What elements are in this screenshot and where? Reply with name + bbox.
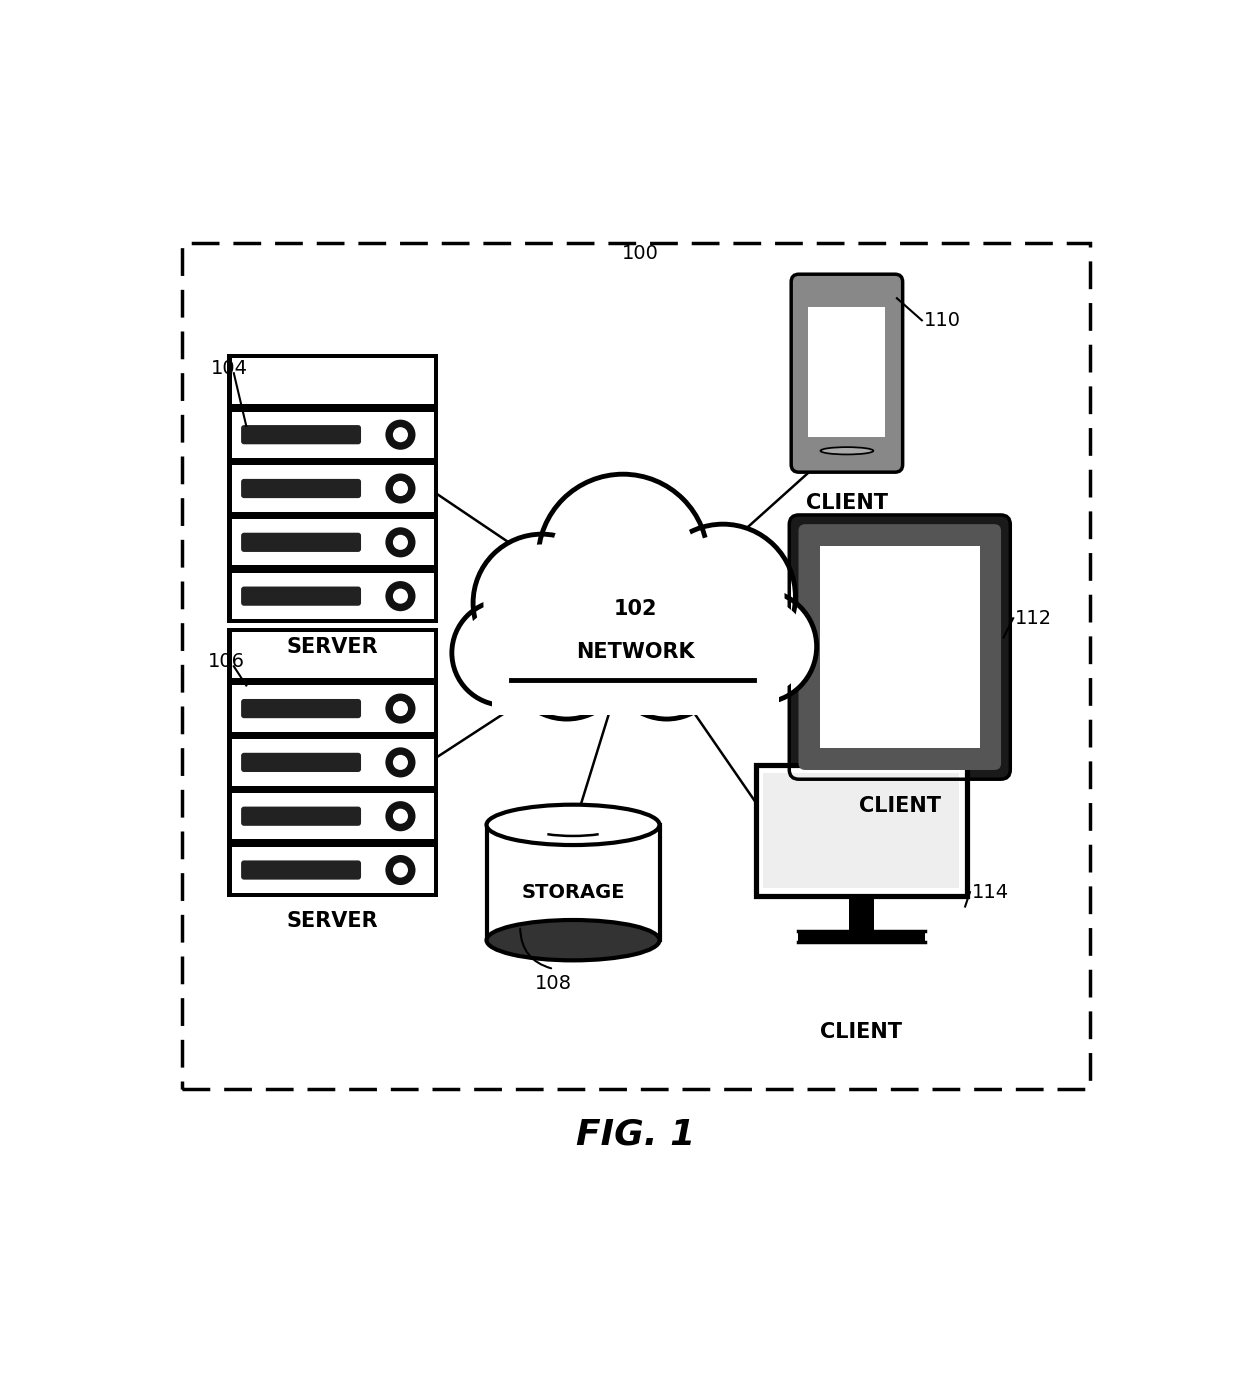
Text: SERVER: SERVER — [286, 912, 378, 931]
Text: 102: 102 — [614, 599, 657, 618]
Text: NETWORK: NETWORK — [577, 642, 694, 663]
Text: 108: 108 — [534, 974, 572, 992]
Text: 100: 100 — [622, 244, 658, 263]
Circle shape — [393, 862, 408, 877]
Text: 104: 104 — [211, 359, 248, 378]
Bar — [755, 765, 967, 895]
Bar — [486, 825, 660, 940]
Bar — [232, 632, 434, 678]
FancyBboxPatch shape — [241, 861, 361, 880]
Bar — [808, 308, 885, 437]
Circle shape — [393, 701, 408, 717]
Circle shape — [538, 474, 708, 644]
Text: CLIENT: CLIENT — [806, 493, 888, 513]
Circle shape — [553, 546, 681, 672]
Ellipse shape — [821, 448, 873, 455]
Circle shape — [542, 534, 692, 685]
Bar — [797, 930, 925, 942]
Circle shape — [386, 801, 415, 832]
Circle shape — [451, 600, 557, 705]
Circle shape — [551, 486, 696, 632]
Circle shape — [704, 590, 817, 703]
Circle shape — [393, 808, 408, 823]
Text: 110: 110 — [924, 310, 961, 330]
Circle shape — [661, 535, 785, 658]
Bar — [232, 739, 434, 786]
Bar — [227, 628, 439, 897]
Circle shape — [393, 535, 408, 550]
Circle shape — [393, 589, 408, 604]
FancyBboxPatch shape — [241, 753, 361, 772]
Bar — [820, 546, 980, 748]
Text: 112: 112 — [1016, 608, 1053, 628]
Circle shape — [386, 581, 415, 611]
Circle shape — [619, 615, 714, 711]
Circle shape — [516, 608, 618, 710]
Bar — [232, 466, 434, 511]
FancyBboxPatch shape — [789, 516, 1011, 779]
Bar — [492, 647, 779, 715]
Bar — [232, 572, 434, 620]
Bar — [764, 773, 960, 888]
Circle shape — [610, 607, 723, 719]
Ellipse shape — [486, 805, 660, 845]
FancyBboxPatch shape — [241, 480, 361, 498]
Text: FIG. 1: FIG. 1 — [575, 1117, 696, 1152]
Circle shape — [386, 855, 415, 886]
FancyBboxPatch shape — [241, 586, 361, 606]
Circle shape — [484, 545, 600, 661]
FancyBboxPatch shape — [799, 524, 1001, 771]
Bar — [227, 353, 439, 624]
Text: CLIENT: CLIENT — [859, 796, 941, 816]
Circle shape — [393, 481, 408, 496]
Text: 106: 106 — [208, 651, 244, 671]
Circle shape — [393, 427, 408, 442]
Ellipse shape — [486, 920, 660, 960]
Text: STORAGE: STORAGE — [521, 883, 625, 902]
Circle shape — [386, 747, 415, 778]
Text: 114: 114 — [972, 883, 1009, 902]
Circle shape — [474, 534, 610, 672]
Circle shape — [386, 420, 415, 450]
FancyBboxPatch shape — [241, 532, 361, 552]
Circle shape — [460, 608, 549, 697]
FancyBboxPatch shape — [241, 699, 361, 718]
Circle shape — [393, 755, 408, 771]
FancyBboxPatch shape — [241, 426, 361, 445]
Bar — [232, 793, 434, 840]
Bar — [232, 412, 434, 457]
Circle shape — [386, 693, 415, 723]
FancyBboxPatch shape — [791, 274, 903, 473]
Circle shape — [713, 599, 808, 694]
Text: CLIENT: CLIENT — [821, 1021, 903, 1042]
Bar — [232, 686, 434, 732]
Bar — [232, 847, 434, 893]
Circle shape — [507, 599, 626, 719]
Circle shape — [386, 527, 415, 557]
Circle shape — [651, 524, 795, 669]
FancyBboxPatch shape — [241, 807, 361, 826]
Text: SERVER: SERVER — [286, 638, 378, 657]
Bar — [232, 520, 434, 565]
Bar — [848, 895, 874, 930]
Circle shape — [386, 474, 415, 503]
Bar — [232, 358, 434, 403]
